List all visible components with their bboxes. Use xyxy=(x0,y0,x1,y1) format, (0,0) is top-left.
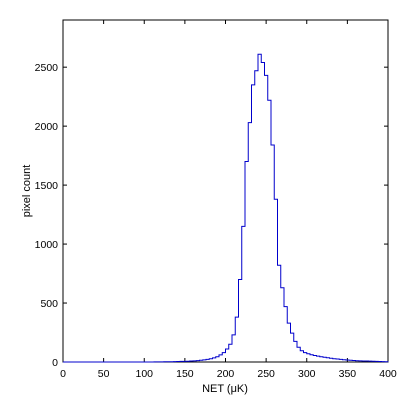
x-axis-label: NET (μK) xyxy=(202,383,248,395)
x-tick-label: 250 xyxy=(257,368,275,380)
y-axis-ticks: 0 500 1000 1500 2000 2500 xyxy=(35,62,388,369)
y-tick-label: 2000 xyxy=(35,121,59,133)
x-tick-label: 200 xyxy=(217,368,235,380)
x-tick-label: 100 xyxy=(135,368,153,380)
y-tick-label: 0 xyxy=(52,357,58,369)
x-tick-label: 0 xyxy=(60,368,66,380)
histogram-series-line xyxy=(63,53,389,363)
x-tick-label: 150 xyxy=(176,368,194,380)
plot-area xyxy=(62,19,389,363)
y-tick-label: 2500 xyxy=(35,62,59,74)
y-tick-label: 500 xyxy=(40,298,58,310)
y-axis-label: pixel count xyxy=(21,165,33,218)
y-tick-label: 1500 xyxy=(35,180,59,192)
x-tick-label: 350 xyxy=(339,368,357,380)
x-tick-label: 400 xyxy=(379,368,397,380)
x-tick-label: 50 xyxy=(98,368,110,380)
y-tick-label: 1000 xyxy=(35,239,59,251)
x-axis-ticks: 0 50 100 150 200 250 300 350 400 xyxy=(60,20,397,380)
x-tick-label: 300 xyxy=(298,368,316,380)
